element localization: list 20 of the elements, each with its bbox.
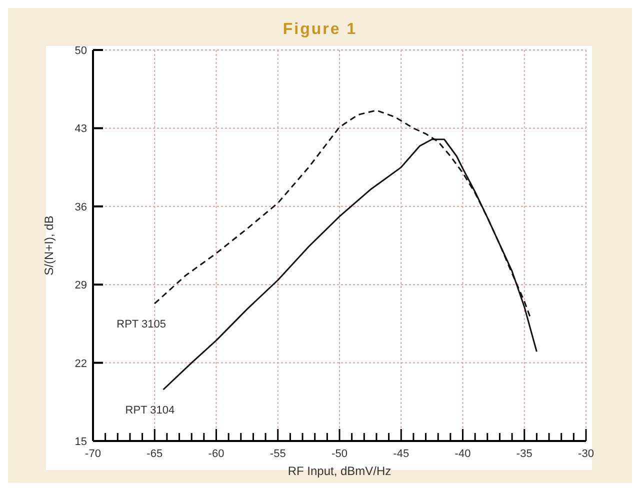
series-label: RPT 3105 [116,318,166,331]
x-axis-title: RF Input, dBmV/Hz [288,464,392,478]
y-tick-label: 29 [74,280,87,292]
x-tick-label: -60 [208,448,224,460]
x-tick-label: -30 [578,448,594,460]
chart-title: Figure 1 [282,21,358,38]
x-tick-label: -45 [393,448,410,460]
y-tick-label: 22 [74,358,87,370]
x-tick-label: -50 [332,448,348,460]
x-tick-label: -70 [85,448,101,460]
y-tick-label: 15 [74,436,87,448]
y-tick-label: 50 [74,45,87,57]
series-label: RPT 3104 [125,404,175,417]
y-axis-title: S/(N+I), dB [42,216,56,276]
x-tick-label: -35 [516,448,532,460]
x-tick-label: -65 [146,448,163,460]
y-tick-label: 43 [74,123,87,136]
x-tick-label: -40 [454,448,471,460]
y-tick-label: 36 [74,201,87,214]
x-tick-label: -55 [270,448,286,460]
